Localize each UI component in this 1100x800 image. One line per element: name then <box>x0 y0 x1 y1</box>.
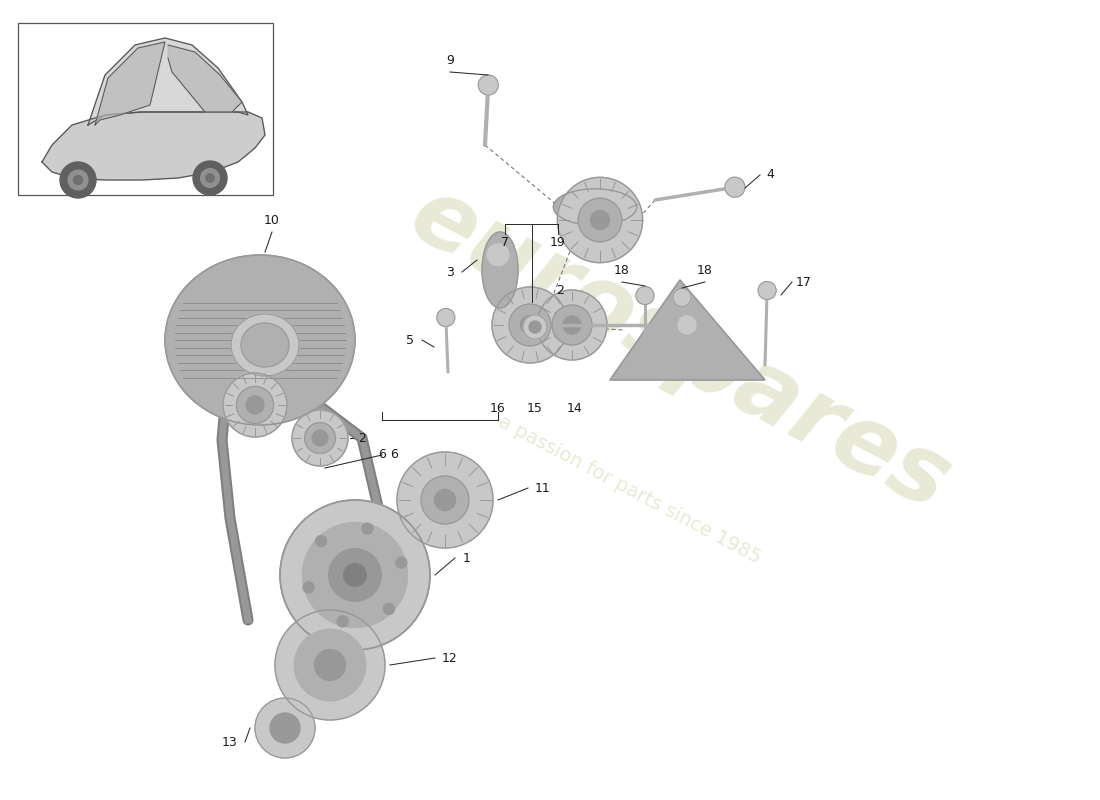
Text: 10: 10 <box>264 214 279 226</box>
Text: 14: 14 <box>568 402 583 414</box>
Circle shape <box>529 321 541 333</box>
Text: 4: 4 <box>766 169 774 182</box>
Circle shape <box>552 305 592 345</box>
Circle shape <box>236 386 274 423</box>
Circle shape <box>329 549 382 602</box>
Text: 6: 6 <box>378 449 386 462</box>
Circle shape <box>437 309 454 326</box>
Circle shape <box>579 198 621 242</box>
Text: 2: 2 <box>359 431 366 445</box>
Circle shape <box>434 490 455 510</box>
Circle shape <box>362 523 373 534</box>
Text: 15: 15 <box>527 402 543 414</box>
Circle shape <box>397 452 493 548</box>
Circle shape <box>591 210 609 230</box>
Circle shape <box>636 286 654 305</box>
Text: 3: 3 <box>447 266 454 278</box>
Ellipse shape <box>241 323 289 367</box>
Circle shape <box>673 289 691 306</box>
Ellipse shape <box>231 314 299 376</box>
Circle shape <box>384 603 395 614</box>
Circle shape <box>509 304 551 346</box>
Circle shape <box>758 282 777 299</box>
Circle shape <box>68 170 88 190</box>
Text: eurospares: eurospares <box>395 169 966 531</box>
Text: 1: 1 <box>463 551 471 565</box>
Text: 19: 19 <box>550 235 565 249</box>
Circle shape <box>396 557 407 568</box>
Text: 6: 6 <box>390 449 398 462</box>
Ellipse shape <box>482 232 518 308</box>
Ellipse shape <box>165 255 355 425</box>
Circle shape <box>275 610 385 720</box>
Text: a passion for parts since 1985: a passion for parts since 1985 <box>495 412 764 568</box>
Text: 7: 7 <box>500 235 509 249</box>
Circle shape <box>312 430 328 446</box>
Circle shape <box>292 410 348 466</box>
Text: 11: 11 <box>535 482 551 494</box>
Circle shape <box>255 698 315 758</box>
Circle shape <box>478 75 498 95</box>
Circle shape <box>558 178 642 262</box>
Text: 12: 12 <box>442 651 458 665</box>
Circle shape <box>192 161 227 195</box>
Circle shape <box>337 616 348 627</box>
Text: 16: 16 <box>491 402 506 414</box>
Circle shape <box>678 316 696 334</box>
Circle shape <box>270 713 300 743</box>
Circle shape <box>304 582 315 593</box>
Circle shape <box>302 522 407 627</box>
Circle shape <box>305 422 336 454</box>
Circle shape <box>520 315 539 334</box>
Circle shape <box>343 564 366 586</box>
Circle shape <box>200 169 219 187</box>
Text: 13: 13 <box>222 735 238 749</box>
Circle shape <box>421 476 469 524</box>
Polygon shape <box>168 45 242 112</box>
Ellipse shape <box>553 189 637 226</box>
Circle shape <box>60 162 96 198</box>
Polygon shape <box>610 280 764 380</box>
Ellipse shape <box>487 244 509 266</box>
Bar <box>18 23 273 195</box>
Circle shape <box>492 287 568 363</box>
Polygon shape <box>95 42 165 125</box>
Circle shape <box>223 373 287 437</box>
Text: 17: 17 <box>796 275 812 289</box>
Circle shape <box>295 630 365 701</box>
Circle shape <box>522 315 547 339</box>
Polygon shape <box>42 112 265 180</box>
Circle shape <box>316 535 327 546</box>
Text: 5: 5 <box>406 334 414 346</box>
Circle shape <box>725 178 745 198</box>
Circle shape <box>280 500 430 650</box>
Circle shape <box>206 174 214 182</box>
Circle shape <box>246 396 264 414</box>
Text: 9: 9 <box>447 54 454 66</box>
Circle shape <box>315 650 345 680</box>
Text: 2: 2 <box>557 283 564 297</box>
Text: 18: 18 <box>697 263 713 277</box>
Polygon shape <box>88 38 248 125</box>
Circle shape <box>563 316 581 334</box>
Circle shape <box>74 175 82 185</box>
Circle shape <box>537 290 607 360</box>
Text: 18: 18 <box>614 263 630 277</box>
